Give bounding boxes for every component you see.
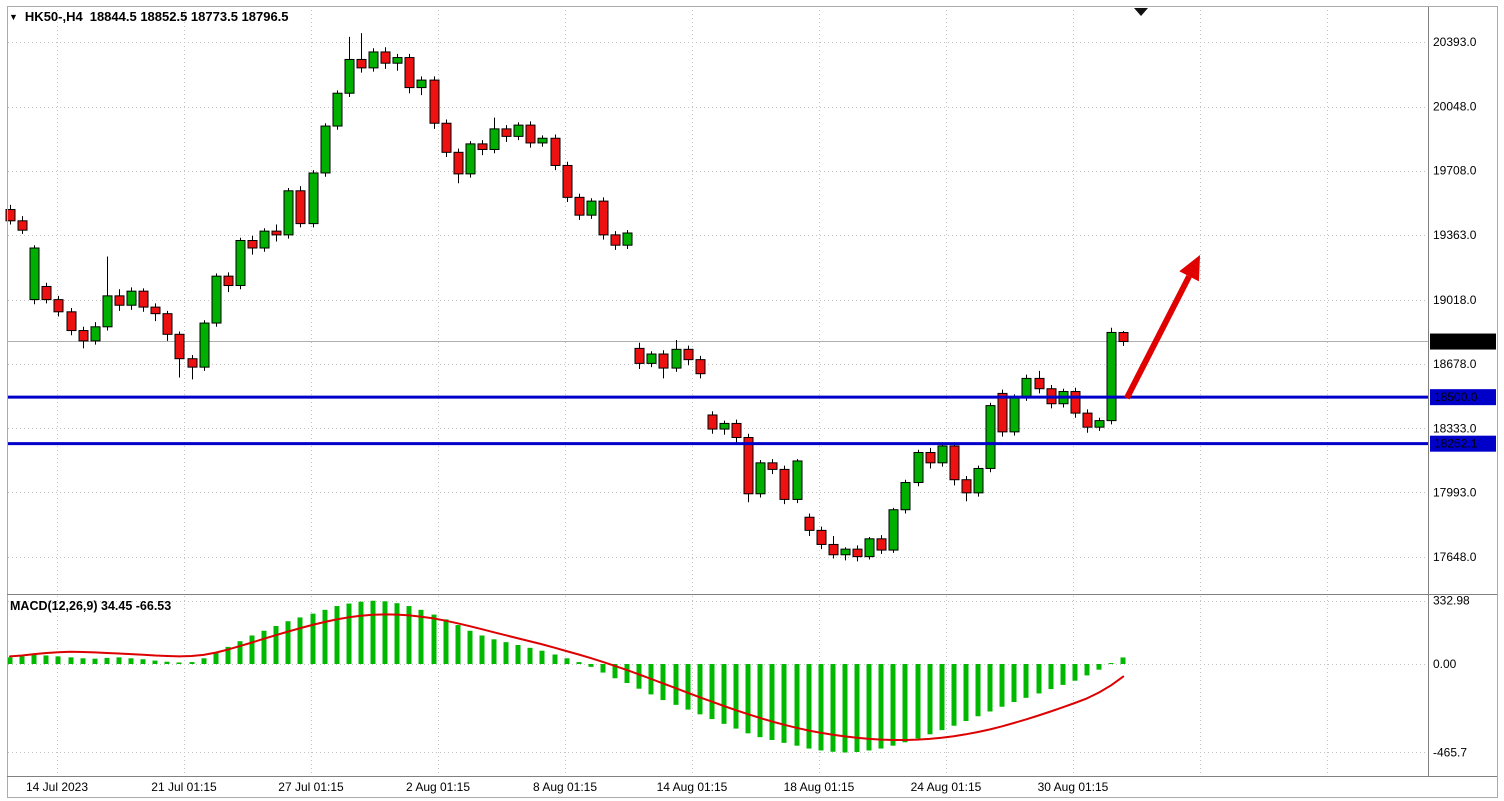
svg-text:18252.1: 18252.1 — [1434, 437, 1478, 451]
svg-text:24 Aug 01:15: 24 Aug 01:15 — [911, 780, 982, 794]
svg-text:18678.0: 18678.0 — [1433, 357, 1477, 371]
svg-text:-465.7: -465.7 — [1433, 745, 1467, 759]
ohlc-values: 18844.5 18852.5 18773.5 18796.5 — [89, 9, 289, 24]
trend-arrow — [1124, 254, 1201, 400]
svg-text:18500.0: 18500.0 — [1434, 390, 1478, 404]
svg-text:17993.0: 17993.0 — [1433, 485, 1477, 499]
macd-indicator-label: MACD(12,26,9) 34.45 -66.53 — [10, 599, 172, 613]
svg-text:18 Aug 01:15: 18 Aug 01:15 — [784, 780, 855, 794]
candlestick-series — [5, 33, 1129, 562]
svg-text:30 Aug 01:15: 30 Aug 01:15 — [1038, 780, 1109, 794]
macd-histogram — [7, 600, 1126, 753]
svg-text:332.98: 332.98 — [1433, 594, 1470, 608]
panel-frame — [7, 6, 1498, 798]
support-level-lines[interactable] — [8, 395, 1428, 446]
svg-text:19018.0: 19018.0 — [1433, 293, 1477, 307]
chart-gridlines — [8, 10, 1428, 776]
macd-axis-labels: 332.98 0.00 -465.7 — [1433, 594, 1470, 760]
svg-text:27 Jul 01:15: 27 Jul 01:15 — [278, 780, 344, 794]
svg-text:14 Aug 01:15: 14 Aug 01:15 — [657, 780, 728, 794]
symbol-dropdown-icon[interactable]: ▼ — [9, 12, 18, 22]
svg-text:8 Aug 01:15: 8 Aug 01:15 — [533, 780, 597, 794]
svg-text:2 Aug 01:15: 2 Aug 01:15 — [406, 780, 470, 794]
svg-text:20048.0: 20048.0 — [1433, 100, 1477, 114]
chart-title: ▼ HK50-,H4 18844.5 18852.5 18773.5 18796… — [9, 9, 289, 24]
svg-text:19708.0: 19708.0 — [1433, 164, 1477, 178]
price-axis-labels: 20393.0 20048.0 19708.0 19363.0 19018.0 18678… — [1433, 35, 1477, 564]
svg-text:21 Jul 01:15: 21 Jul 01:15 — [151, 780, 217, 794]
axis-price-boxes: 18796.5 18500.0 18252.1 — [1430, 333, 1496, 452]
macd-signal-line — [9, 613, 1125, 741]
svg-text:19363.0: 19363.0 — [1433, 228, 1477, 242]
svg-text:17648.0: 17648.0 — [1433, 550, 1477, 564]
svg-text:0.00: 0.00 — [1433, 657, 1457, 671]
time-axis-labels: 14 Jul 2023 21 Jul 01:15 27 Jul 01:15 2 Aug… — [26, 780, 1109, 794]
scroll-position-marker-icon — [1134, 8, 1148, 16]
svg-text:18796.5: 18796.5 — [1434, 335, 1478, 349]
symbol-period-label: HK50-,H4 — [24, 9, 83, 24]
svg-text:14 Jul 2023: 14 Jul 2023 — [26, 780, 88, 794]
svg-text:18333.0: 18333.0 — [1433, 421, 1477, 435]
svg-text:20393.0: 20393.0 — [1433, 35, 1477, 49]
